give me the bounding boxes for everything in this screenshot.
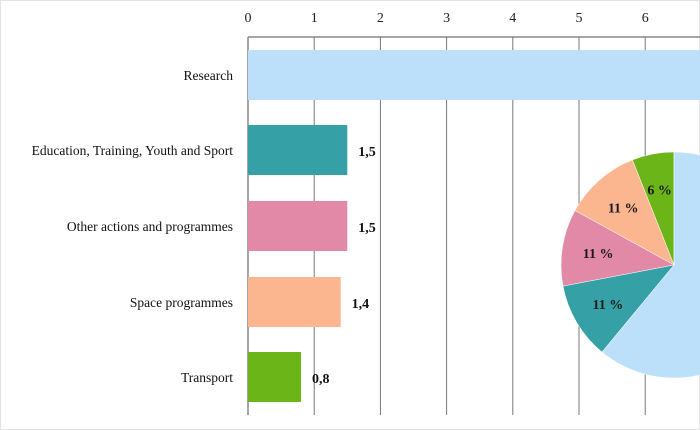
pie-slice bbox=[574, 159, 675, 266]
inset-pie: 6 % 11 % 11 % 11 % bbox=[560, 151, 700, 379]
category-label: Space programmes bbox=[130, 295, 233, 310]
pie-slice bbox=[601, 151, 700, 379]
data-label: 1,5 bbox=[358, 145, 376, 160]
bar bbox=[248, 352, 301, 402]
pie-slice bbox=[562, 264, 675, 353]
category-label: Other actions and programmes bbox=[67, 219, 233, 234]
data-label: 1,4 bbox=[352, 297, 370, 312]
category-label: Transport bbox=[181, 370, 233, 385]
bar bbox=[248, 201, 348, 251]
pie-slice-label: 11 % bbox=[592, 298, 623, 313]
category-label: Research bbox=[184, 68, 234, 83]
x-tick-label: 5 bbox=[576, 11, 583, 26]
x-tick-label: 4 bbox=[509, 11, 516, 26]
data-label: 0,8 bbox=[312, 372, 330, 387]
bar bbox=[248, 277, 341, 327]
x-tick-label: 2 bbox=[377, 11, 384, 26]
category-label: Education, Training, Youth and Sport bbox=[32, 143, 234, 158]
x-tick-label: 0 bbox=[245, 11, 252, 26]
bar bbox=[248, 125, 348, 175]
pie-slice bbox=[560, 210, 675, 287]
x-tick-label: 6 bbox=[642, 11, 649, 26]
bar bbox=[248, 50, 700, 100]
pie-slice-label: 11 % bbox=[608, 201, 639, 216]
x-tick-label: 3 bbox=[443, 11, 450, 26]
pie-slice-label: 11 % bbox=[583, 247, 614, 262]
x-tick-label: 1 bbox=[311, 11, 318, 26]
pie-slice-label: 6 % bbox=[647, 184, 672, 199]
data-label: 1,5 bbox=[358, 221, 376, 236]
